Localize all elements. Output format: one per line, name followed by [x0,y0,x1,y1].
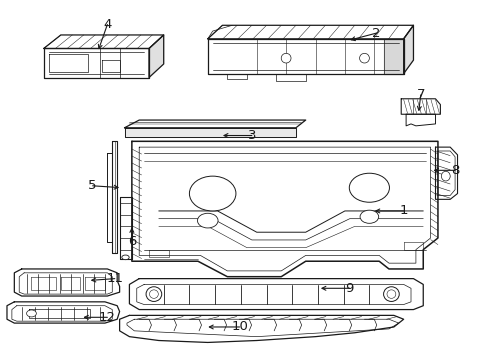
Text: 5: 5 [88,179,97,192]
Ellipse shape [359,53,368,63]
Polygon shape [137,284,410,305]
Text: 9: 9 [345,282,353,295]
Polygon shape [149,249,168,257]
Text: 10: 10 [231,320,247,333]
Ellipse shape [281,53,290,63]
Polygon shape [43,49,149,77]
Polygon shape [129,279,423,310]
Polygon shape [127,319,398,337]
Polygon shape [139,147,430,271]
Polygon shape [29,309,90,319]
Polygon shape [7,302,120,323]
Polygon shape [403,25,413,74]
Text: 4: 4 [103,18,111,31]
Polygon shape [61,277,80,290]
Ellipse shape [146,287,162,301]
Polygon shape [132,141,437,277]
Polygon shape [43,35,163,49]
Polygon shape [12,306,112,321]
Text: 7: 7 [416,89,424,102]
Polygon shape [48,54,88,72]
Polygon shape [120,315,403,342]
Polygon shape [14,269,120,296]
Polygon shape [112,141,117,253]
Polygon shape [405,114,435,126]
Text: 8: 8 [450,164,458,177]
Ellipse shape [26,310,36,317]
Polygon shape [149,35,163,77]
Polygon shape [276,74,305,81]
Polygon shape [124,128,295,138]
Polygon shape [124,120,305,128]
Ellipse shape [383,287,398,301]
Polygon shape [435,147,457,199]
Polygon shape [400,99,440,114]
Text: 2: 2 [372,27,380,40]
Ellipse shape [386,290,395,298]
Ellipse shape [441,171,449,181]
Text: 11: 11 [106,272,123,285]
Polygon shape [107,153,112,242]
Ellipse shape [122,255,129,260]
Polygon shape [85,277,105,290]
Text: 6: 6 [127,235,136,248]
Ellipse shape [359,210,378,223]
Polygon shape [437,151,454,195]
Ellipse shape [197,213,218,228]
Polygon shape [120,197,132,259]
Polygon shape [102,60,120,72]
Ellipse shape [348,173,388,202]
Ellipse shape [149,290,158,298]
Polygon shape [227,74,246,80]
Ellipse shape [189,176,235,211]
Polygon shape [19,273,112,294]
Polygon shape [403,242,423,249]
Polygon shape [207,39,403,74]
Polygon shape [31,277,56,290]
Polygon shape [207,25,413,39]
Text: 12: 12 [99,311,116,324]
Polygon shape [383,39,403,74]
Text: 1: 1 [399,204,407,217]
Text: 3: 3 [247,129,256,142]
